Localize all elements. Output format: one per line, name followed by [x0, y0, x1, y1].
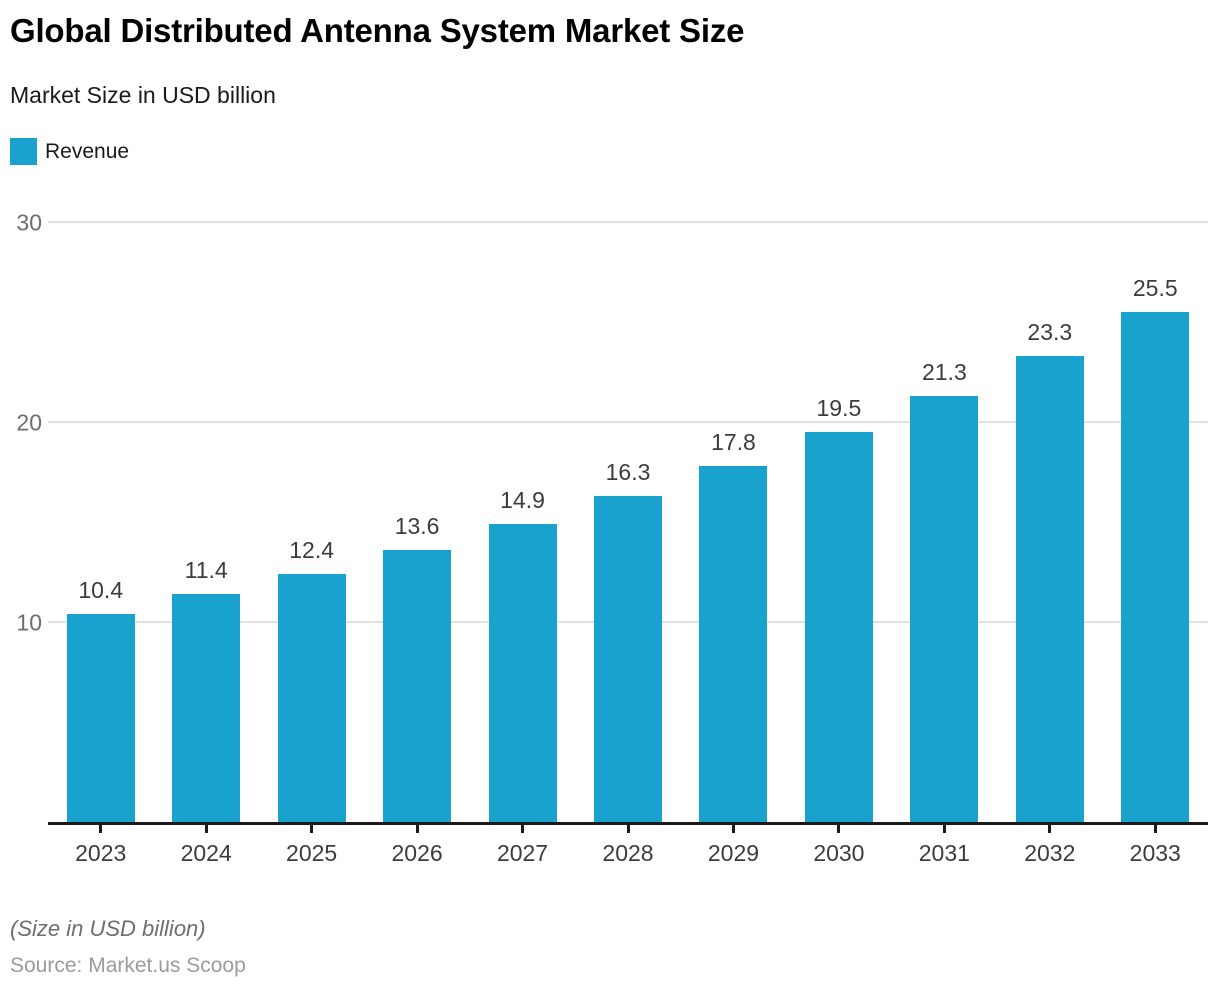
x-axis-category-label: 2027 [496, 840, 549, 866]
gridline [48, 421, 1208, 423]
bar-value-label: 21.3 [921, 359, 967, 385]
bar [383, 550, 452, 822]
chart-subtitle: Market Size in USD billion [10, 82, 276, 108]
x-axis-category-label: 2026 [391, 840, 443, 866]
x-axis-tick [415, 822, 419, 833]
x-axis-tick [204, 822, 208, 833]
bar [699, 466, 768, 822]
x-axis-tick [626, 822, 630, 833]
bar-value-label: 11.4 [184, 557, 228, 583]
gridline [48, 221, 1208, 223]
x-axis-category-label: 2028 [602, 840, 654, 866]
bar-value-label: 12.4 [289, 537, 334, 563]
bar [594, 496, 662, 822]
bar-value-label: 19.5 [816, 395, 862, 421]
bar-value-label: 13.6 [394, 513, 440, 539]
x-axis-tick [99, 822, 103, 833]
x-axis-category-label: 2030 [813, 840, 865, 866]
x-axis-tick [1153, 822, 1157, 833]
x-axis-category-label: 2025 [286, 840, 338, 866]
bar-value-label: 16.3 [605, 459, 651, 485]
bar [172, 594, 241, 822]
bar [804, 432, 873, 822]
x-axis-tick [1048, 822, 1052, 833]
x-axis-category-label: 2033 [1129, 840, 1181, 866]
bar [66, 614, 135, 822]
x-axis-category-label: 2029 [707, 840, 760, 866]
x-axis-tick [731, 822, 735, 833]
bar [1015, 356, 1084, 822]
x-axis-category-label: 2031 [918, 840, 970, 866]
legend: Revenue [10, 138, 129, 165]
legend-swatch-icon [10, 138, 37, 165]
x-axis-tick [942, 822, 946, 833]
bar [277, 574, 346, 822]
bar-value-label: 25.5 [1132, 275, 1178, 301]
x-axis-tick [837, 822, 841, 833]
x-axis-tick [521, 822, 525, 833]
bar-value-label: 10.4 [78, 577, 124, 603]
y-axis-tick-label: 30 [16, 209, 42, 236]
y-axis-tick-label: 10 [16, 609, 42, 636]
x-axis-tick [310, 822, 314, 833]
bar [910, 396, 979, 822]
plot-area: 10 20 30 10.4 2023 11.4 2024 12.4 2025 13.6 2026 14… [16, 192, 1208, 866]
footer-note: (Size in USD billion) [10, 916, 206, 941]
bar-value-label: 23.3 [1027, 319, 1073, 345]
bar [488, 524, 557, 822]
bar-value-label: 17.8 [711, 429, 756, 455]
bar-value-label: 14.9 [500, 487, 545, 513]
y-axis-tick-label: 20 [16, 409, 42, 436]
chart-title: Global Distributed Antenna System Market… [10, 12, 745, 49]
legend-label: Revenue [45, 139, 130, 163]
x-axis-category-label: 2024 [180, 840, 232, 866]
x-axis-category-label: 2023 [75, 840, 127, 866]
footer-source: Source: Market.us Scoop [10, 954, 246, 977]
x-axis-category-label: 2032 [1024, 840, 1076, 866]
bar [1121, 312, 1190, 822]
